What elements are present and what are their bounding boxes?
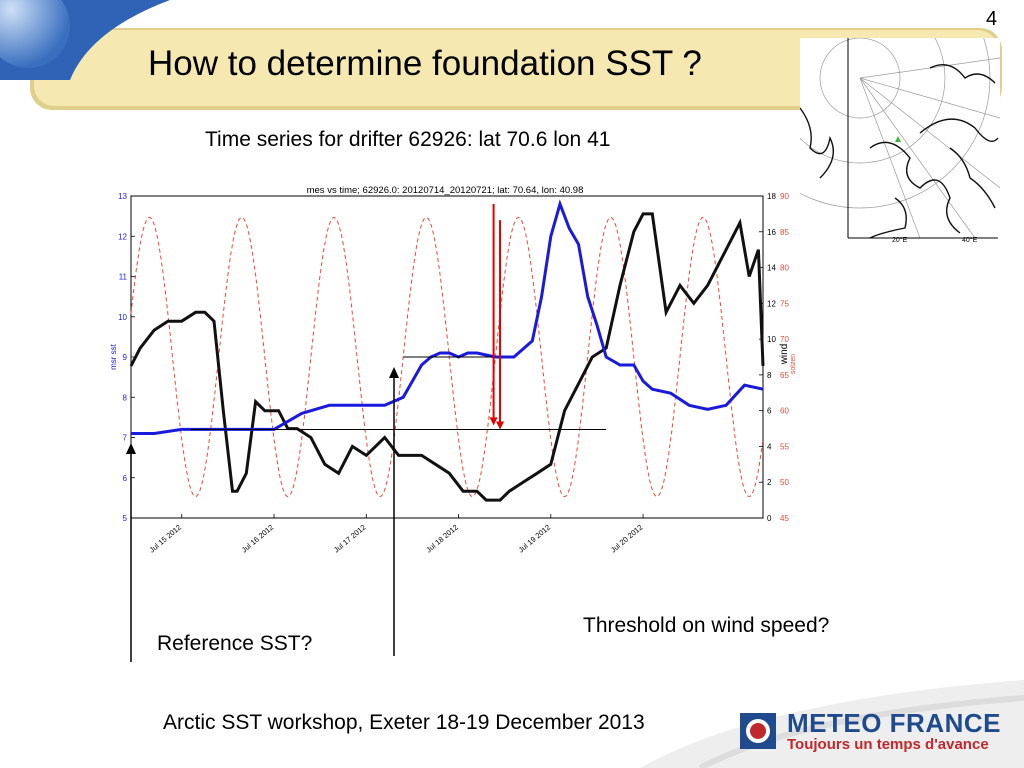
solzen-line (130, 216, 764, 498)
chart-title: mes vs time; 62926.0: 20120714_20120721;… (307, 185, 584, 196)
left-tick-label: 8 (123, 393, 128, 402)
slide-title: How to determine foundation SST ? (148, 44, 702, 83)
right2-tick-label: 50 (780, 478, 789, 487)
x-tick-label: Jul 19 2012 (517, 523, 553, 555)
right2-tick-label: 70 (780, 335, 789, 344)
right2-tick-label: 90 (780, 192, 789, 201)
left-axis-label: msr sst (109, 343, 118, 370)
right-tick-label: 14 (767, 264, 776, 273)
left-tick-label: 9 (123, 353, 128, 362)
left-tick-label: 5 (123, 514, 128, 523)
left-tick-label: 7 (123, 434, 128, 443)
arctic-map-inset: 20°E 40°E (729, 0, 1001, 244)
right2-tick-label: 80 (780, 264, 789, 273)
sun-ornament-icon (0, 0, 70, 68)
reference-arrow-head (126, 443, 136, 454)
x-tick-label: Jul 15 2012 (148, 523, 184, 555)
right2-tick-label: 60 (780, 407, 789, 416)
left-tick-label: 10 (118, 313, 127, 322)
right-tick-label: 16 (767, 228, 776, 237)
right-tick-label: 4 (767, 442, 772, 451)
left-tick-label: 6 (123, 474, 128, 483)
logo-tagline: Toujours un temps d'avance (787, 736, 989, 753)
right-tick-label: 12 (767, 299, 776, 308)
right-axis-label: wind (779, 344, 790, 366)
right-tick-label: 2 (767, 478, 772, 487)
left-tick-label: 13 (118, 192, 127, 201)
footer-text: Arctic SST workshop, Exeter 18-19 Decemb… (163, 711, 645, 734)
right-tick-label: 8 (767, 371, 772, 380)
left-tick-label: 11 (119, 273, 128, 282)
x-tick-label: Jul 17 2012 (332, 523, 368, 555)
right2-tick-label: 75 (780, 299, 789, 308)
x-tick-label: Jul 16 2012 (240, 523, 276, 555)
right-tick-label: 18 (767, 192, 776, 201)
page-number: 4 (986, 8, 998, 30)
reference-sst-annotation: Reference SST? (157, 632, 313, 655)
right-tick-label: 6 (767, 407, 772, 416)
x-tick-label: Jul 18 2012 (424, 523, 460, 555)
map-label-40e: 40°E (962, 236, 978, 244)
sst-line (131, 199, 764, 435)
foundation-arrow-head (389, 367, 399, 378)
right2-tick-label: 65 (780, 371, 789, 380)
left-tick-label: 12 (118, 232, 127, 241)
right2-tick-label: 45 (780, 514, 789, 523)
right2-axis-label: solzen (790, 354, 797, 374)
title-banner (0, 0, 1002, 110)
logo-title: METEO FRANCE (787, 708, 1001, 738)
wind-threshold-annotation: Threshold on wind speed? (583, 614, 830, 637)
right-tick-label: 0 (767, 514, 772, 523)
chart-subtitle: Time series for drifter 62926: lat 70.6 … (205, 128, 611, 151)
footer-wave-decoration (640, 680, 1024, 768)
right-tick-label: 10 (767, 335, 776, 344)
red-arrow-head-1 (496, 421, 505, 430)
red-arrow-head-0 (489, 417, 498, 426)
drifter-marker-icon (895, 136, 901, 142)
right2-tick-label: 85 (780, 228, 789, 237)
map-figure: 20°E 40°E (729, 0, 1001, 244)
right2-tick-label: 55 (780, 442, 789, 451)
x-tick-label: Jul 20 2012 (609, 523, 645, 555)
meteo-france-logo-icon (740, 713, 776, 749)
map-label-20e: 20°E (892, 236, 908, 244)
wind-line (129, 212, 765, 502)
